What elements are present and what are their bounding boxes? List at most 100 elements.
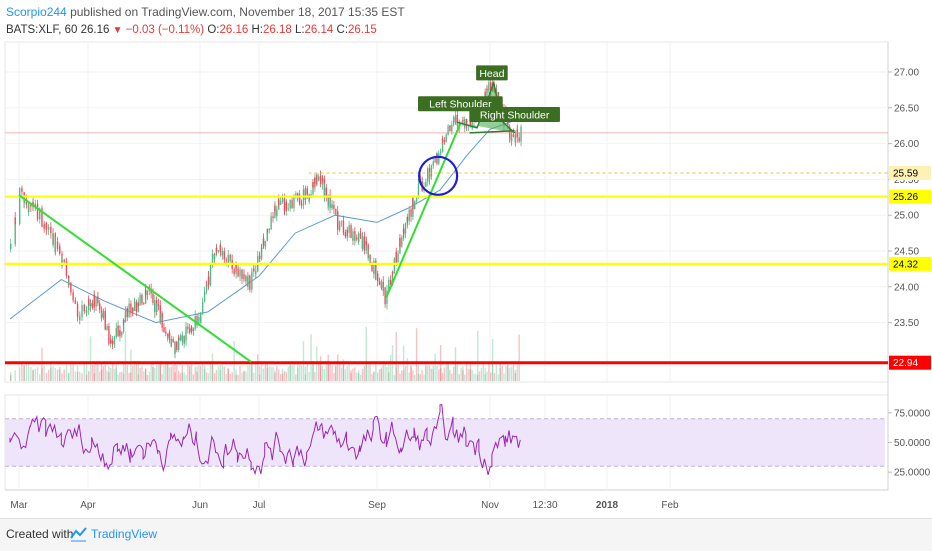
candle-body — [10, 244, 12, 249]
volume-bar — [380, 367, 383, 381]
candle-body — [314, 177, 316, 185]
volume-bar — [491, 362, 494, 381]
candle-body — [361, 236, 364, 249]
candle-body — [415, 196, 418, 202]
volume-bar — [293, 361, 295, 381]
candle-body — [213, 254, 216, 260]
candle-body — [229, 254, 231, 261]
candle-body — [50, 229, 52, 233]
candle-body — [510, 134, 513, 142]
price-label-text: 25.26 — [893, 192, 918, 203]
candle-body — [266, 228, 269, 242]
volume-bar — [395, 331, 397, 381]
candle-body — [380, 281, 383, 289]
volume-bar — [388, 364, 390, 381]
candle-body — [108, 336, 110, 344]
volume-bar — [369, 363, 371, 381]
candle-body — [247, 275, 249, 287]
candle-body — [130, 309, 132, 313]
candle-body — [108, 326, 110, 337]
volume-bar — [329, 363, 331, 381]
volume-bar — [415, 328, 418, 381]
volume-bar — [97, 361, 99, 381]
candle-body — [154, 300, 156, 313]
volume-bar — [443, 367, 446, 381]
volume-bar — [237, 374, 239, 381]
candle-body — [81, 305, 83, 316]
candle-body — [41, 222, 43, 227]
volume-bar — [41, 347, 43, 381]
candle-body — [59, 246, 61, 254]
volume-bar — [251, 365, 253, 381]
candle-body — [382, 287, 384, 291]
tradingview-brand-link[interactable]: TradingView — [91, 527, 158, 541]
volume-bar — [137, 361, 139, 381]
volume-bar — [196, 366, 198, 381]
candle-body — [235, 265, 237, 269]
volume-bar — [174, 362, 176, 381]
candle-body — [39, 208, 41, 220]
open-label: O: — [207, 24, 220, 36]
volume-bar — [47, 369, 50, 381]
candle-body — [83, 305, 85, 312]
candle-body — [331, 205, 333, 208]
candle-body — [439, 151, 442, 153]
candle-body — [106, 326, 108, 330]
candle-body — [165, 331, 167, 334]
price-label-text: 22.94 — [893, 358, 918, 369]
volume-bar — [350, 372, 352, 381]
candle-body — [451, 124, 453, 129]
volume-bar — [124, 331, 127, 381]
candle-body — [177, 337, 180, 351]
volume-bar — [225, 374, 227, 381]
volume-bar — [144, 369, 147, 381]
candle-body — [412, 198, 414, 210]
price-label-text: 24.32 — [893, 259, 918, 270]
chart-canvas[interactable]: Mar Apr Jun Jul Sep Nov 12:30 2018 Feb 27.00 26.50… — [0, 0, 932, 518]
volume-bar — [337, 354, 339, 381]
candle-body — [371, 263, 373, 272]
volume-bar — [115, 364, 117, 381]
volume-bar — [144, 368, 147, 381]
volume-bar — [25, 363, 28, 381]
candle-body — [266, 228, 269, 230]
candle-body — [200, 313, 202, 324]
volume-bar — [514, 373, 517, 381]
volume-bar — [93, 373, 95, 381]
volume-bar — [319, 356, 322, 381]
volume-bar — [23, 365, 25, 381]
volume-bar — [417, 365, 420, 381]
candle-body — [441, 139, 444, 152]
head-label: Head — [479, 68, 504, 80]
volume-bar — [67, 373, 70, 381]
volume-bar — [235, 374, 237, 381]
candle-body — [74, 300, 77, 304]
volume-bar — [421, 369, 423, 381]
candle-body — [21, 188, 23, 193]
candle-body — [72, 299, 74, 301]
volume-bar — [447, 363, 449, 381]
candle-body — [346, 229, 348, 233]
y-tick-label: 26.00 — [894, 139, 919, 150]
candle-body — [23, 200, 25, 204]
volume-bar — [176, 365, 178, 381]
candle-body — [95, 296, 97, 307]
candle-body — [126, 308, 128, 318]
tradingview-logo-icon[interactable] — [70, 526, 88, 542]
publish-line: Scorpio244 published on TradingView.com,… — [6, 3, 405, 21]
volume-bar — [211, 362, 214, 381]
candle-body — [93, 294, 95, 306]
volume-bar — [128, 373, 130, 381]
candle-body — [486, 88, 488, 99]
volume-bar — [108, 366, 110, 381]
candle-body — [196, 323, 198, 326]
volume-bar — [211, 353, 214, 381]
author-link[interactable]: Scorpio244 — [6, 5, 67, 19]
candle-body — [97, 296, 99, 304]
volume-bar — [402, 369, 405, 381]
moving-average-line — [9, 118, 521, 324]
volume-bar — [357, 370, 360, 381]
candle-body — [356, 237, 358, 240]
candle-body — [518, 137, 520, 142]
candle-body — [190, 326, 193, 331]
